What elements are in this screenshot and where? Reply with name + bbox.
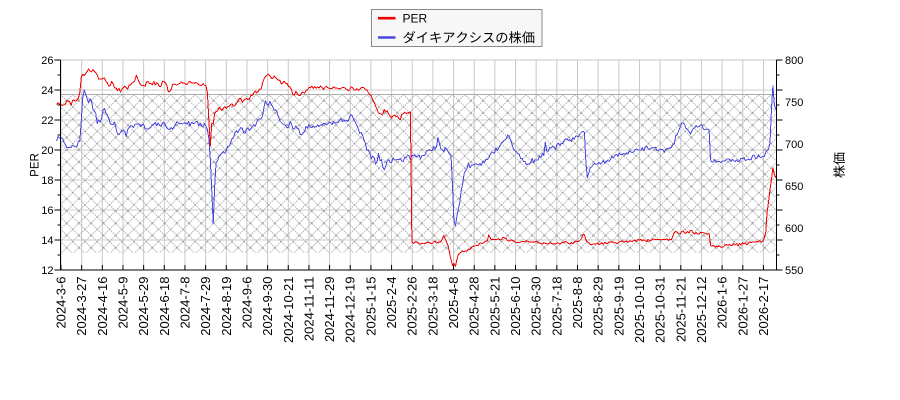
svg-text:2024-10-21: 2024-10-21 xyxy=(281,277,296,344)
svg-text:2025-2-4: 2025-2-4 xyxy=(384,277,399,329)
svg-text:2025-8-29: 2025-8-29 xyxy=(591,277,606,336)
svg-text:2024-9-30: 2024-9-30 xyxy=(260,277,275,336)
svg-text:2025-6-10: 2025-6-10 xyxy=(508,277,523,336)
svg-text:2025-10-31: 2025-10-31 xyxy=(653,277,668,344)
svg-text:2024-12-19: 2024-12-19 xyxy=(343,277,358,344)
svg-text:14: 14 xyxy=(41,235,53,247)
svg-text:2025-6-30: 2025-6-30 xyxy=(529,277,544,336)
svg-text:2025-12-12: 2025-12-12 xyxy=(694,277,709,344)
svg-text:2024-7-8: 2024-7-8 xyxy=(178,277,193,329)
svg-text:2024-11-29: 2024-11-29 xyxy=(322,277,337,343)
svg-text:2024-7-29: 2024-7-29 xyxy=(198,277,213,336)
svg-text:2025-5-21: 2025-5-21 xyxy=(487,277,502,336)
svg-text:2024-8-19: 2024-8-19 xyxy=(219,277,234,336)
svg-text:12: 12 xyxy=(41,265,53,277)
svg-text:700: 700 xyxy=(785,139,803,151)
svg-text:650: 650 xyxy=(785,181,803,193)
svg-text:2025-9-19: 2025-9-19 xyxy=(611,277,626,336)
svg-text:2024-9-6: 2024-9-6 xyxy=(239,277,254,329)
svg-text:2026-1-27: 2026-1-27 xyxy=(735,277,750,336)
svg-text:20: 20 xyxy=(41,145,53,157)
svg-text:750: 750 xyxy=(785,97,803,109)
svg-text:2024-3-27: 2024-3-27 xyxy=(74,277,89,336)
svg-text:2024-4-16: 2024-4-16 xyxy=(95,277,110,336)
svg-text:2024-5-29: 2024-5-29 xyxy=(136,277,151,336)
svg-text:PER: PER xyxy=(30,153,42,177)
svg-text:2026-2-17: 2026-2-17 xyxy=(756,277,771,336)
svg-text:2025-3-18: 2025-3-18 xyxy=(425,277,440,336)
svg-text:2025-4-8: 2025-4-8 xyxy=(446,277,461,329)
svg-text:2024-11-11: 2024-11-11 xyxy=(301,277,316,342)
svg-text:600: 600 xyxy=(785,223,803,235)
svg-text:2025-2-26: 2025-2-26 xyxy=(405,277,420,336)
svg-text:18: 18 xyxy=(41,175,53,187)
svg-text:2025-8-8: 2025-8-8 xyxy=(570,277,585,329)
svg-text:24: 24 xyxy=(41,85,53,97)
svg-text:2026-1-6: 2026-1-6 xyxy=(715,277,730,329)
svg-text:2025-7-18: 2025-7-18 xyxy=(549,277,564,336)
svg-text:2025-1-15: 2025-1-15 xyxy=(363,277,378,336)
svg-text:16: 16 xyxy=(41,205,53,217)
svg-text:2025-11-21: 2025-11-21 xyxy=(673,277,688,343)
svg-text:2025-4-28: 2025-4-28 xyxy=(467,277,482,336)
svg-text:2025-10-10: 2025-10-10 xyxy=(632,277,647,344)
svg-text:2024-5-9: 2024-5-9 xyxy=(116,277,131,329)
svg-text:2024-3-6: 2024-3-6 xyxy=(54,277,69,329)
svg-text:550: 550 xyxy=(785,265,803,277)
svg-text:22: 22 xyxy=(41,115,53,127)
svg-text:2024-6-18: 2024-6-18 xyxy=(157,277,172,336)
svg-text:PER: PER xyxy=(403,11,428,25)
svg-text:26: 26 xyxy=(41,55,53,67)
svg-text:800: 800 xyxy=(785,55,803,67)
